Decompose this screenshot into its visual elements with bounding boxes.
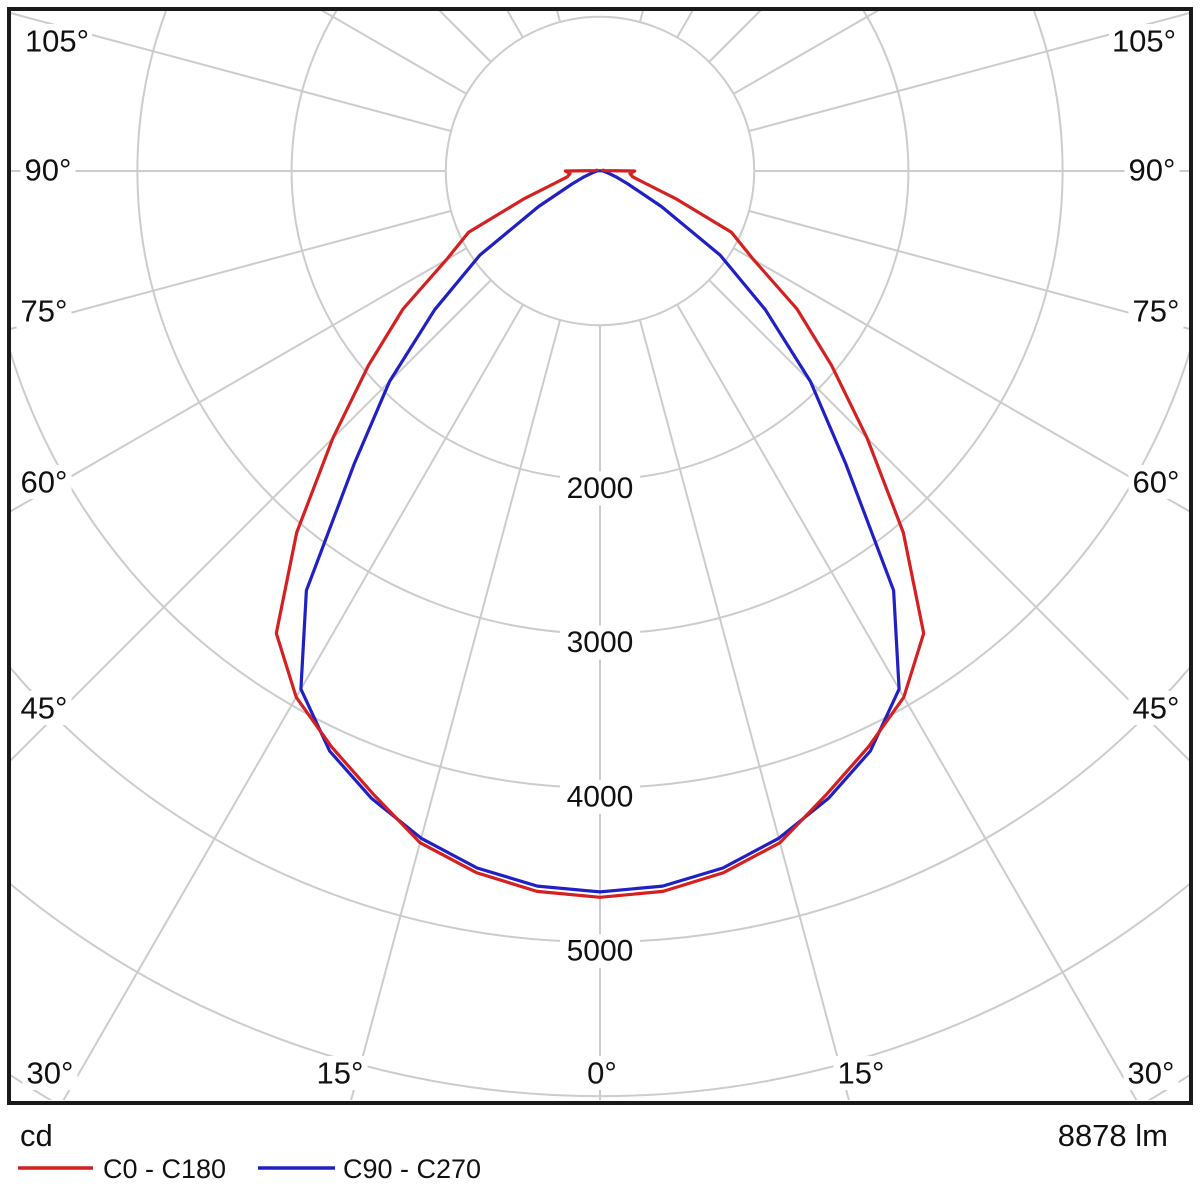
legend: C0 - C180 C90 - C270 — [18, 1154, 481, 1184]
curve-c0-c180 — [274, 168, 926, 899]
angle-label: 15° — [317, 1056, 364, 1091]
ring-label-mask — [560, 471, 640, 506]
ring-label-mask — [560, 934, 640, 968]
polar-grid-ray — [638, 11, 644, 23]
angle-label: 60° — [21, 465, 68, 500]
labels-layer: 2000 3000 4000 5000 105° 90° 75° 60° 45° 30° 15° 0°… — [16, 19, 1185, 1096]
polar-grid-ray — [748, 209, 1189, 330]
polar-grid-ray — [11, 209, 452, 330]
polar-grid-ray — [638, 319, 850, 1100]
ring-label-mask — [560, 625, 640, 660]
angle-label-mask — [582, 1056, 622, 1090]
angle-label-mask — [20, 153, 76, 187]
angle-label: 105° — [1112, 24, 1176, 59]
ring-value-label: 3000 — [567, 626, 634, 659]
angle-label: 90° — [25, 153, 72, 188]
angle-label-mask — [312, 1056, 368, 1090]
angle-label: 75° — [21, 294, 68, 329]
polar-grid-ray — [350, 319, 562, 1100]
polar-grid-ray — [11, 12, 452, 133]
ring-value-label: 5000 — [567, 935, 634, 968]
angle-label: 60° — [1133, 465, 1180, 500]
angle-label-mask — [1109, 24, 1179, 58]
polar-grid-ray — [732, 247, 1189, 513]
polar-grid-ray — [708, 279, 1189, 762]
polar-grid-ray — [676, 303, 1138, 1100]
polar-grid-ray — [62, 303, 524, 1100]
angle-label-mask — [16, 691, 72, 725]
curves-layer — [274, 168, 926, 899]
angle-label: 15° — [838, 1056, 885, 1091]
angle-label-mask — [1128, 691, 1184, 725]
ring-value-label: 2000 — [567, 472, 634, 505]
angle-label-mask — [833, 1056, 889, 1090]
angle-label: 45° — [21, 691, 68, 726]
curve-c90-c270 — [299, 169, 901, 894]
angle-label-mask — [1128, 294, 1184, 328]
angle-label: 30° — [27, 1056, 74, 1091]
unit-label: cd — [20, 1118, 53, 1153]
angle-label-mask — [1124, 153, 1180, 187]
plot-border — [7, 7, 1193, 1105]
angle-label: 75° — [1133, 294, 1180, 329]
legend-label-c90-c270: C90 - C270 — [343, 1154, 481, 1184]
angle-label-mask — [22, 1056, 78, 1090]
polar-grid-ray — [556, 11, 562, 23]
angle-label: 30° — [1128, 1056, 1175, 1091]
legend-label-c0-c180: C0 - C180 — [103, 1154, 226, 1184]
polar-grid-ray — [748, 12, 1189, 133]
ring-label-mask — [560, 779, 640, 814]
luminous-flux-label: 8878 lm — [1058, 1118, 1168, 1153]
angle-label-mask — [16, 465, 72, 499]
ring-value-label: 4000 — [567, 780, 634, 813]
polar-grid-ray — [11, 279, 492, 762]
angle-label-mask — [1123, 1056, 1179, 1090]
polar-grid-ray — [11, 247, 468, 513]
angle-label-mask — [22, 24, 92, 58]
angle-label-mask — [1128, 465, 1184, 499]
angle-label: 90° — [1129, 153, 1176, 188]
angle-label: 0° — [587, 1056, 617, 1091]
angle-label: 45° — [1133, 691, 1180, 726]
angle-label-mask — [16, 294, 72, 328]
angle-label: 105° — [25, 24, 89, 59]
